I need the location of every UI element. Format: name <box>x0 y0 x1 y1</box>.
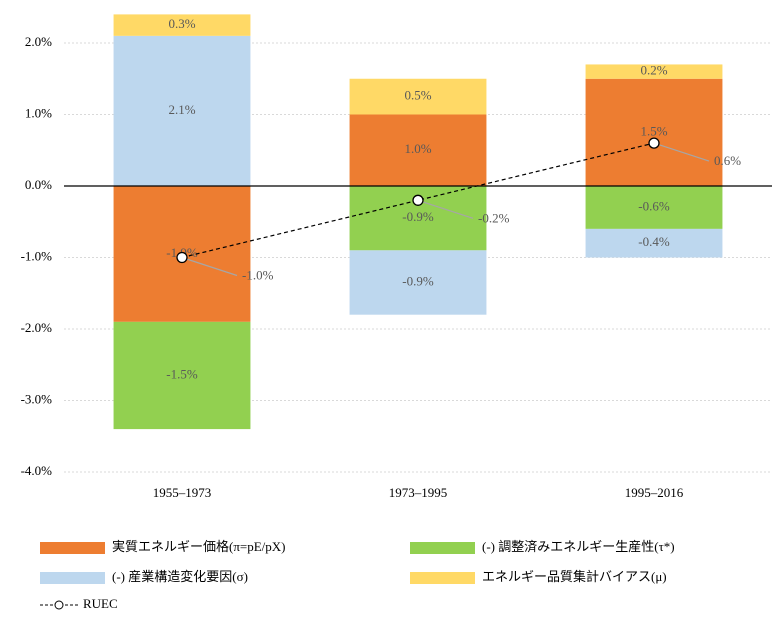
line-value-label: -1.0% <box>242 267 274 282</box>
legend-marker <box>54 600 64 610</box>
value-label: 2.1% <box>168 102 195 117</box>
value-label: 0.3% <box>168 16 195 31</box>
legend-label: (-) 産業構造変化要因(σ) <box>112 569 248 584</box>
line-point <box>648 137 660 149</box>
y-tick-label: -4.0% <box>21 463 53 478</box>
value-label: 0.2% <box>640 63 667 78</box>
y-tick-label: -1.0% <box>21 248 53 263</box>
bar-segment <box>113 35 251 186</box>
value-label: -0.9% <box>402 274 434 289</box>
value-label: -0.4% <box>638 234 670 249</box>
line-value-label: -0.2% <box>478 210 510 225</box>
legend-label: RUEC <box>83 596 118 611</box>
bar-segment <box>585 78 723 186</box>
label-leader <box>417 199 474 219</box>
x-tick-label: 1995–2016 <box>625 485 684 500</box>
x-tick-label: 1973–1995 <box>389 485 448 500</box>
legend-swatch <box>410 542 475 554</box>
bar-segment <box>349 78 487 115</box>
y-tick-label: -3.0% <box>21 391 53 406</box>
value-label: -0.9% <box>402 209 434 224</box>
legend-swatch <box>40 542 105 554</box>
legend-label: (-) 調整済みエネルギー生産性(τ*) <box>482 539 675 554</box>
label-leader <box>181 256 238 277</box>
x-tick-label: 1955–1973 <box>153 485 212 500</box>
label-leader <box>653 142 710 162</box>
y-tick-label: 0.0% <box>25 177 52 192</box>
value-label: 1.5% <box>640 123 667 138</box>
line-point <box>412 194 424 206</box>
legend-swatch <box>40 572 105 584</box>
line-series <box>181 142 655 259</box>
value-label: 0.5% <box>404 88 431 103</box>
bar-segment <box>349 250 487 315</box>
legend-label: エネルギー品質集計バイアス(μ) <box>482 569 667 584</box>
legend-swatch <box>410 572 475 584</box>
y-tick-label: 1.0% <box>25 105 52 120</box>
legend-label: 実質エネルギー価格(π=pE/pX) <box>112 539 286 554</box>
line-value-label: 0.6% <box>714 153 741 168</box>
bar-segment <box>113 321 251 430</box>
y-tick-label: 2.0% <box>25 34 52 49</box>
bar-segment <box>585 228 723 258</box>
bar-segment <box>349 114 487 186</box>
y-tick-label: -2.0% <box>21 320 53 335</box>
line-point <box>176 251 188 264</box>
bar-segment <box>585 64 723 79</box>
bar-segment <box>585 186 723 229</box>
value-label: 1.0% <box>404 141 431 156</box>
bar-segment <box>113 14 251 36</box>
value-label: -0.6% <box>638 198 670 213</box>
value-label: -1.5% <box>166 366 198 381</box>
